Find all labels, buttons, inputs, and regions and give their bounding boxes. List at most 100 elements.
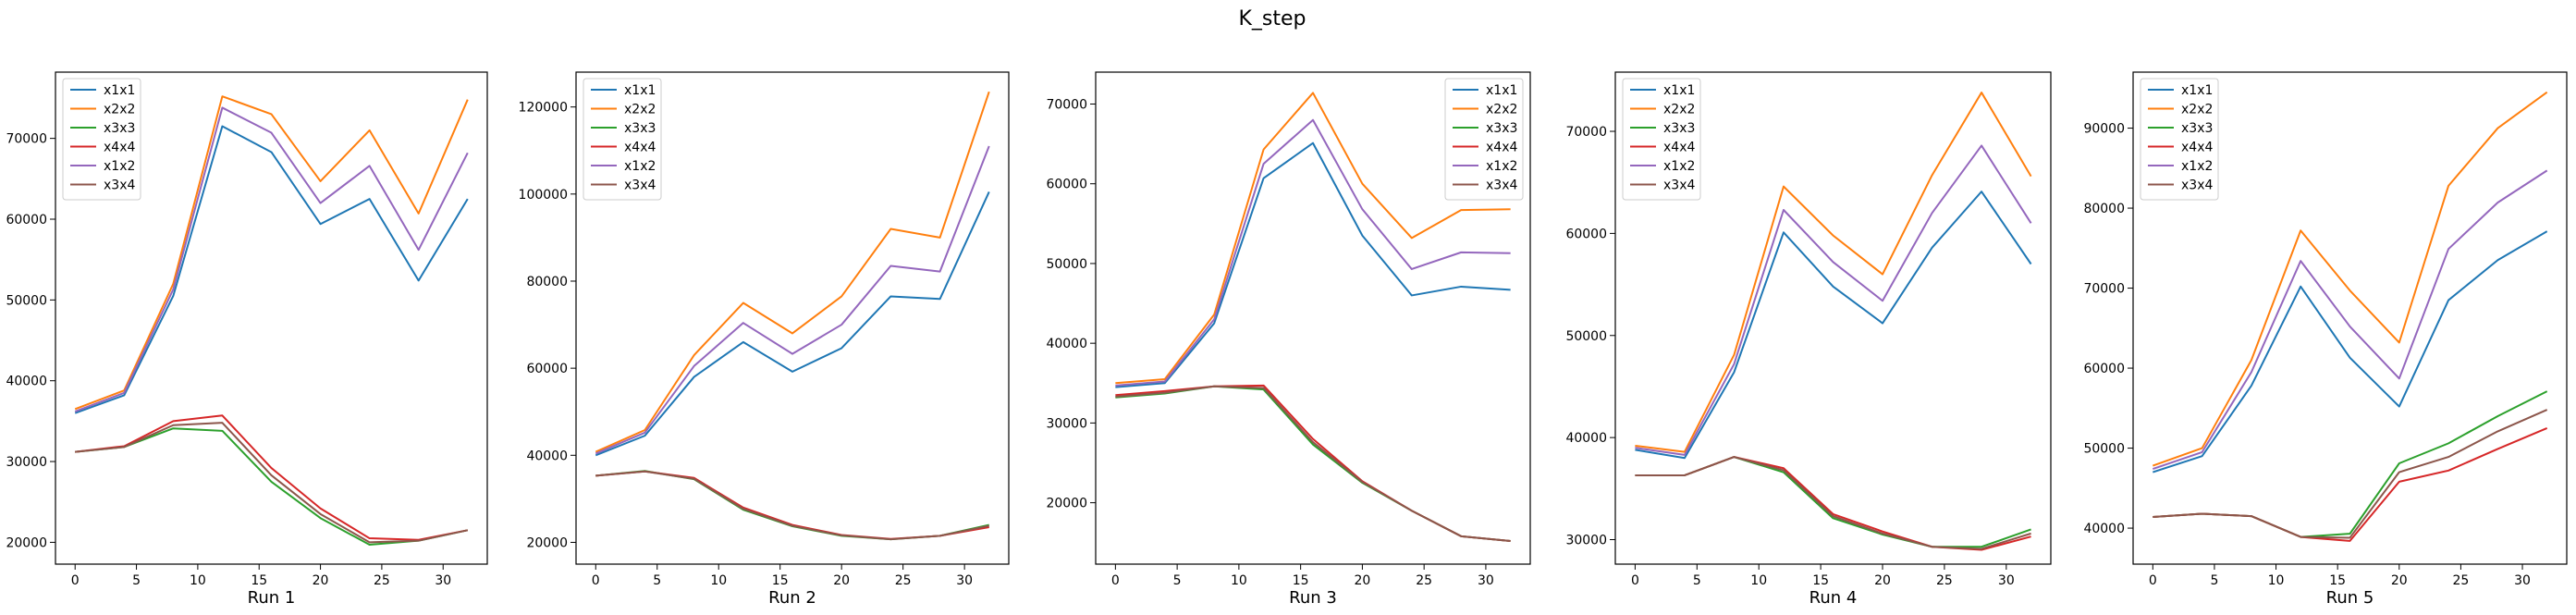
x-tick-label: 20 bbox=[313, 573, 329, 588]
legend-label-x3x4: x3x4 bbox=[1486, 178, 1517, 193]
legend-label-x2x2: x2x2 bbox=[624, 103, 656, 117]
x-tick-label: 15 bbox=[1293, 573, 1309, 588]
legend-label-x3x3: x3x3 bbox=[1663, 121, 1695, 136]
y-tick-label: 50000 bbox=[1046, 257, 1087, 272]
series-line-x1x2 bbox=[74, 106, 469, 412]
axes-frame bbox=[1095, 71, 1531, 565]
legend-label-x3x4: x3x4 bbox=[104, 178, 135, 193]
legend: x1x1 x2x2 x3x3 x4x4 x1x2 x3x4 bbox=[62, 78, 141, 201]
legend-label-x4x4: x4x4 bbox=[624, 141, 656, 155]
chart-panel-4: 0 5 10 15 20 25 30 30000 40000 50000 60000 70000 Run… bbox=[1565, 71, 2052, 608]
legend-label-x3x3: x3x3 bbox=[1486, 121, 1517, 136]
legend: x1x1 x2x2 x3x3 x4x4 x1x2 x3x4 bbox=[583, 78, 662, 201]
legend-label-x3x4: x3x4 bbox=[624, 178, 656, 193]
series-line-x2x2 bbox=[1115, 92, 1511, 385]
x-tick-label: 5 bbox=[1693, 573, 1701, 588]
series-line-x3x4 bbox=[75, 422, 468, 544]
series-line-x1x1 bbox=[595, 191, 990, 457]
legend-label-x2x2: x2x2 bbox=[1663, 103, 1695, 117]
y-tick-label: 40000 bbox=[1565, 431, 1607, 446]
x-tick-label: 10 bbox=[1750, 573, 1767, 588]
series-line-x2x2 bbox=[1635, 92, 2032, 453]
series-line-x2x2 bbox=[595, 91, 990, 453]
y-tick-label: 60000 bbox=[1046, 178, 1087, 192]
y-tick-label: 60000 bbox=[1565, 227, 1607, 241]
legend-label-x1x1: x1x1 bbox=[104, 83, 135, 98]
axes-frame bbox=[1614, 71, 2052, 565]
legend-label-x3x3: x3x3 bbox=[624, 121, 656, 136]
legend-label-x3x4: x3x4 bbox=[2181, 178, 2213, 193]
y-tick-label: 70000 bbox=[6, 132, 47, 147]
chart-panel-3: 0 5 10 15 20 25 30 20000 30000 40000 50000 60000 700… bbox=[1046, 71, 1531, 608]
x-axis-label: Run 1 bbox=[248, 588, 296, 608]
x-tick-label: 25 bbox=[2453, 573, 2470, 588]
y-tick-label: 50000 bbox=[1565, 329, 1607, 344]
y-tick-label: 20000 bbox=[526, 535, 568, 550]
x-tick-label: 15 bbox=[2329, 573, 2346, 588]
figure-title: K_step bbox=[1238, 7, 1306, 31]
x-tick-label: 30 bbox=[435, 573, 451, 588]
legend-label-x4x4: x4x4 bbox=[1486, 141, 1517, 155]
legend: x1x1 x2x2 x3x3 x4x4 x1x2 x3x4 bbox=[1622, 78, 1701, 201]
series-line-x1x2 bbox=[595, 145, 990, 455]
x-tick-label: 25 bbox=[374, 573, 390, 588]
series-line-x3x4 bbox=[2153, 409, 2548, 539]
x-tick-label: 15 bbox=[772, 573, 789, 588]
x-tick-label: 20 bbox=[1874, 573, 1891, 588]
legend-label-x1x1: x1x1 bbox=[1663, 83, 1695, 98]
series-line-x2x2 bbox=[2152, 91, 2548, 467]
legend: x1x1 x2x2 x3x3 x4x4 x1x2 x3x4 bbox=[1444, 78, 1524, 201]
legend-label-x2x2: x2x2 bbox=[104, 103, 135, 117]
x-tick-label: 10 bbox=[710, 573, 727, 588]
legend-label-x2x2: x2x2 bbox=[2181, 103, 2213, 117]
y-tick-label: 40000 bbox=[6, 375, 47, 389]
axes-frame bbox=[575, 71, 1010, 565]
chart-panel-1: 0 5 10 15 20 25 30 20000 30000 40000 50000 60000 700… bbox=[6, 71, 488, 608]
axes-frame bbox=[2132, 71, 2568, 565]
x-tick-label: 0 bbox=[71, 573, 80, 588]
x-axis-label: Run 5 bbox=[2326, 588, 2374, 608]
x-tick-label: 30 bbox=[2514, 573, 2531, 588]
legend-label-x1x1: x1x1 bbox=[2181, 83, 2213, 98]
y-tick-label: 120000 bbox=[519, 101, 568, 116]
y-tick-label: 80000 bbox=[2083, 202, 2125, 216]
x-tick-label: 10 bbox=[190, 573, 206, 588]
x-tick-label: 25 bbox=[895, 573, 912, 588]
x-tick-label: 10 bbox=[2268, 573, 2285, 588]
series-line-x3x4 bbox=[1115, 385, 1511, 542]
legend-label-x1x2: x1x2 bbox=[104, 159, 135, 174]
y-tick-label: 80000 bbox=[526, 275, 568, 289]
x-tick-label: 10 bbox=[1231, 573, 1247, 588]
y-tick-label: 40000 bbox=[1046, 337, 1087, 351]
x-tick-label: 5 bbox=[653, 573, 661, 588]
x-tick-label: 25 bbox=[1936, 573, 1953, 588]
y-tick-label: 70000 bbox=[1046, 97, 1087, 112]
legend-label-x1x2: x1x2 bbox=[1486, 159, 1517, 174]
x-tick-label: 30 bbox=[1478, 573, 1494, 588]
y-tick-label: 30000 bbox=[1046, 416, 1087, 431]
series-line-x1x1 bbox=[74, 125, 469, 414]
y-tick-label: 40000 bbox=[2083, 522, 2125, 536]
legend: x1x1 x2x2 x3x3 x4x4 x1x2 x3x4 bbox=[2140, 78, 2219, 201]
legend-label-x4x4: x4x4 bbox=[2181, 141, 2213, 155]
legend-label-x1x2: x1x2 bbox=[1663, 159, 1695, 174]
x-tick-label: 0 bbox=[1631, 573, 1639, 588]
y-tick-label: 100000 bbox=[519, 188, 568, 203]
series-line-x3x4 bbox=[1635, 456, 2031, 550]
series-line-x2x2 bbox=[74, 95, 469, 411]
legend-label-x3x3: x3x3 bbox=[104, 121, 135, 136]
x-tick-label: 25 bbox=[1416, 573, 1432, 588]
y-tick-label: 50000 bbox=[6, 293, 47, 308]
series-line-x1x1 bbox=[2153, 230, 2548, 474]
legend-label-x1x1: x1x1 bbox=[624, 83, 656, 98]
charts-container: 0 5 10 15 20 25 30 20000 30000 40000 50000 60000 700… bbox=[6, 71, 2568, 608]
legend-label-x3x3: x3x3 bbox=[2181, 121, 2213, 136]
y-tick-label: 60000 bbox=[526, 362, 568, 376]
y-tick-label: 40000 bbox=[526, 449, 568, 463]
legend-label-x1x2: x1x2 bbox=[2181, 159, 2213, 174]
x-tick-label: 0 bbox=[2149, 573, 2157, 588]
y-tick-label: 50000 bbox=[2083, 442, 2125, 457]
x-axis-label: Run 4 bbox=[1809, 588, 1858, 608]
x-tick-label: 5 bbox=[1173, 573, 1182, 588]
